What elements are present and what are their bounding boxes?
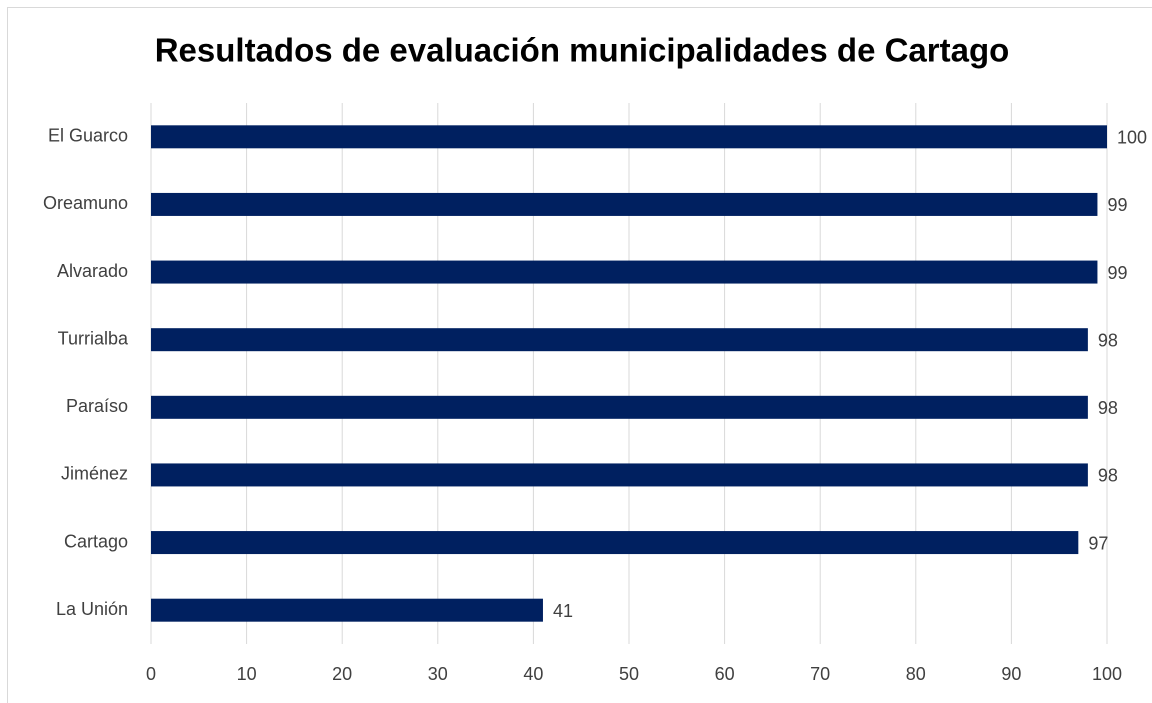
x-tick-label: 50 [619,664,639,684]
x-tick-label: 0 [146,664,156,684]
chart-border [7,7,1152,703]
bar [151,260,1098,284]
data-label: 98 [1098,466,1118,486]
data-label: 98 [1098,330,1118,350]
x-tick-label: 60 [715,664,735,684]
x-tick-label: 20 [332,664,352,684]
bar [151,328,1088,352]
bar [151,395,1088,419]
y-tick-label: Jiménez [61,464,128,484]
bar [151,463,1088,487]
bar [151,531,1079,555]
y-tick-label: Cartago [64,531,128,551]
y-tick-label: La Unión [56,599,128,619]
x-tick-label: 80 [906,664,926,684]
chart-title: Resultados de evaluación municipalidades… [155,32,1010,69]
data-label: 97 [1088,533,1108,553]
y-tick-label: Turrialba [58,328,129,348]
y-tick-label: Paraíso [66,396,128,416]
y-tick-label: Alvarado [57,261,128,281]
x-tick-label: 70 [810,664,830,684]
y-tick-label: Oreamuno [43,193,128,213]
bar [151,125,1107,149]
data-label: 41 [553,601,573,621]
x-tick-label: 100 [1092,664,1122,684]
bar [151,192,1098,216]
x-tick-label: 30 [428,664,448,684]
data-label: 98 [1098,398,1118,418]
x-tick-label: 90 [1001,664,1021,684]
data-label: 99 [1107,263,1127,283]
x-tick-label: 10 [237,664,257,684]
x-tick-label: 40 [523,664,543,684]
y-tick-label: El Guarco [48,126,128,146]
data-label: 99 [1107,195,1127,215]
bar [151,598,543,622]
data-label: 100 [1117,128,1147,148]
